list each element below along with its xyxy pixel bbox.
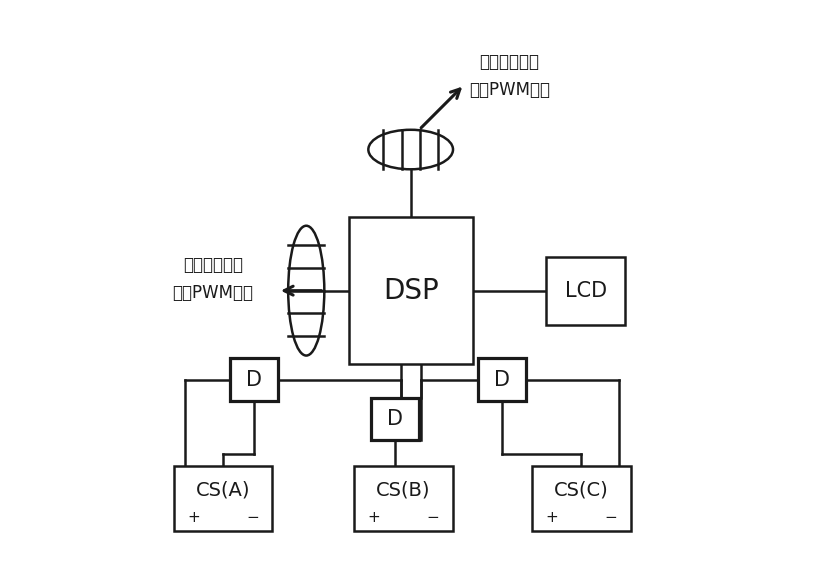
- Text: D: D: [495, 369, 510, 389]
- Text: D: D: [246, 369, 262, 389]
- FancyBboxPatch shape: [174, 466, 272, 531]
- Text: +: +: [368, 510, 380, 525]
- FancyBboxPatch shape: [371, 398, 419, 440]
- Text: CS(C): CS(C): [554, 481, 609, 500]
- Text: 驱动PWM信号: 驱动PWM信号: [469, 82, 550, 99]
- Text: CS(B): CS(B): [376, 481, 431, 500]
- FancyBboxPatch shape: [354, 466, 453, 531]
- Text: +: +: [546, 510, 558, 525]
- Text: DSP: DSP: [383, 276, 438, 304]
- FancyBboxPatch shape: [230, 359, 278, 401]
- Ellipse shape: [368, 130, 453, 169]
- Text: D: D: [387, 409, 403, 429]
- Text: +: +: [187, 510, 200, 525]
- Text: −: −: [246, 510, 259, 525]
- FancyBboxPatch shape: [532, 466, 631, 531]
- FancyBboxPatch shape: [546, 256, 625, 324]
- FancyBboxPatch shape: [349, 217, 473, 364]
- Text: 第四桥臂脉冲: 第四桥臂脉冲: [480, 53, 539, 71]
- Text: 驱动PWM信号: 驱动PWM信号: [173, 284, 254, 303]
- Text: 前三桥臂脉冲: 前三桥臂脉冲: [183, 256, 243, 274]
- Ellipse shape: [288, 226, 324, 356]
- FancyBboxPatch shape: [478, 359, 527, 401]
- Text: LCD: LCD: [565, 280, 607, 300]
- Text: −: −: [605, 510, 618, 525]
- Text: CS(A): CS(A): [196, 481, 251, 500]
- Text: −: −: [427, 510, 440, 525]
